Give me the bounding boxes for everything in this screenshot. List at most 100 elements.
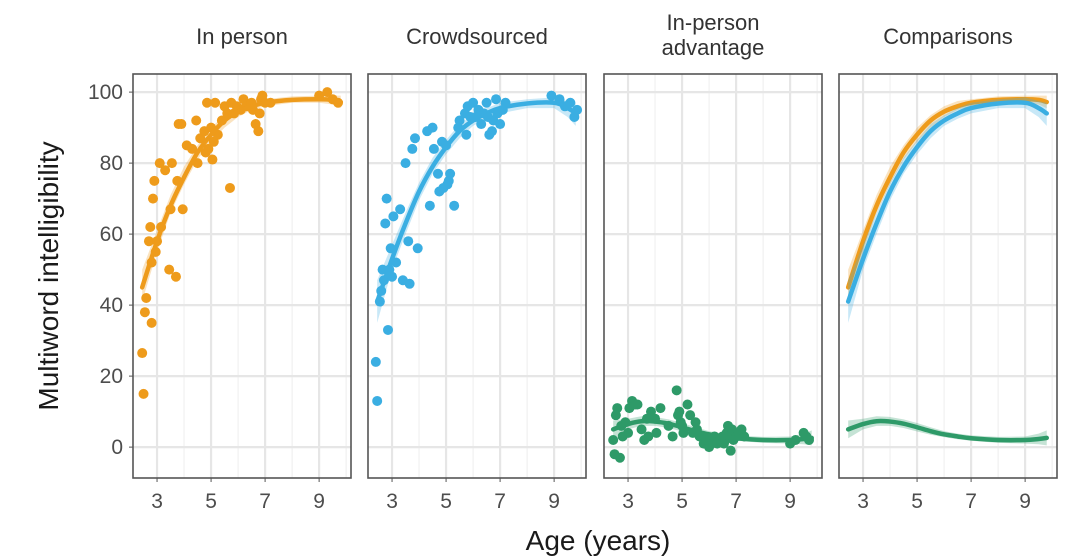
- data-point-in_person: [138, 388, 149, 399]
- data-point-advantage: [725, 445, 736, 456]
- fit-line-in_person: [845, 96, 1049, 290]
- data-point-in_person: [170, 271, 181, 282]
- data-point-in_person: [187, 143, 198, 154]
- panel-border: [603, 73, 823, 479]
- fit-line-in_person: [139, 96, 343, 290]
- data-point-in_person: [146, 317, 157, 328]
- fit-line-advantage: [610, 418, 814, 443]
- y-tick-label: 80: [100, 152, 123, 175]
- data-point-crowdsourced: [380, 218, 391, 229]
- y-tick-label: 20: [100, 365, 123, 388]
- x-tick-label: 9: [1019, 490, 1031, 513]
- x-tick-label: 7: [259, 490, 271, 513]
- x-tick-label: 9: [784, 490, 796, 513]
- data-point-crowdsourced: [461, 129, 472, 140]
- data-point-crowdsourced: [372, 395, 383, 406]
- data-point-advantage: [632, 399, 643, 410]
- data-point-crowdsourced: [432, 168, 443, 179]
- data-point-advantage: [614, 452, 625, 463]
- data-point-crowdsourced: [400, 158, 411, 169]
- data-point-crowdsourced: [454, 115, 465, 126]
- data-point-in_person: [141, 293, 152, 304]
- data-point-crowdsourced: [424, 200, 435, 211]
- data-point-advantage: [636, 424, 647, 435]
- x-tick-label: 9: [313, 490, 325, 513]
- data-point-in_person: [147, 193, 158, 204]
- data-point-crowdsourced: [410, 133, 421, 144]
- data-point-advantage: [608, 435, 619, 446]
- panel-border: [132, 73, 352, 479]
- data-point-in_person: [137, 348, 148, 359]
- data-point-crowdsourced: [468, 97, 479, 108]
- x-tick-label: 7: [965, 490, 977, 513]
- y-tick-label: 0: [111, 436, 123, 459]
- y-axis-title: Multiword intelligibility: [33, 141, 64, 410]
- panel-4: Comparisons 3 5 7 9: [838, 24, 1058, 513]
- data-point-advantage: [682, 399, 693, 410]
- data-point-in_person: [207, 154, 218, 165]
- fit-line-advantage: [845, 418, 1049, 443]
- data-point-crowdsourced: [445, 168, 456, 179]
- x-tick-label: 3: [857, 490, 869, 513]
- panel-1: In person 3 5 7 9: [132, 24, 352, 513]
- x-tick-label: 3: [151, 490, 163, 513]
- panel-2: Crowdsourced 3 5 7 9: [367, 24, 587, 513]
- data-point-advantage: [612, 403, 623, 414]
- data-point-advantage: [655, 403, 666, 414]
- data-point-crowdsourced: [382, 324, 393, 335]
- data-point-advantage: [674, 406, 685, 417]
- data-point-crowdsourced: [481, 97, 492, 108]
- data-point-crowdsourced: [427, 122, 438, 133]
- data-point-crowdsourced: [412, 243, 423, 254]
- data-point-advantage: [651, 427, 662, 438]
- data-point-in_person: [143, 236, 154, 247]
- data-point-crowdsourced: [428, 143, 439, 154]
- x-tick-label: 5: [911, 490, 923, 513]
- data-point-in_person: [224, 182, 235, 193]
- data-point-crowdsourced: [387, 271, 398, 282]
- x-tick-label: 7: [730, 490, 742, 513]
- fit-line-crowdsourced: [374, 100, 578, 304]
- data-point-in_person: [322, 87, 333, 98]
- data-point-in_person: [164, 264, 175, 275]
- data-point-in_person: [149, 175, 160, 186]
- panel-background: [839, 74, 1057, 478]
- data-point-crowdsourced: [546, 90, 557, 101]
- data-point-advantage: [685, 410, 696, 421]
- y-tick-label: 100: [88, 81, 123, 104]
- x-axis-title: Age (years): [526, 525, 671, 556]
- data-point-crowdsourced: [486, 126, 497, 137]
- data-point-in_person: [160, 165, 171, 176]
- x-tick-label: 5: [205, 490, 217, 513]
- x-tick-label: 5: [676, 490, 688, 513]
- data-point-in_person: [145, 222, 156, 233]
- data-point-crowdsourced: [565, 97, 576, 108]
- data-point-in_person: [202, 97, 213, 108]
- data-point-advantage: [643, 431, 654, 442]
- data-point-crowdsourced: [491, 94, 502, 105]
- data-point-crowdsourced: [407, 143, 418, 154]
- data-point-crowdsourced: [395, 204, 406, 215]
- data-point-in_person: [154, 158, 165, 169]
- data-point-crowdsourced: [495, 119, 506, 130]
- data-point-in_person: [177, 204, 188, 215]
- data-point-in_person: [166, 158, 177, 169]
- data-point-in_person: [253, 126, 264, 137]
- data-point-in_person: [203, 143, 214, 154]
- data-point-in_person: [210, 97, 221, 108]
- data-point-advantage: [667, 431, 678, 442]
- x-tick-label: 3: [386, 490, 398, 513]
- y-tick-label: 40: [100, 294, 123, 317]
- x-tick-label: 7: [494, 490, 506, 513]
- data-point-advantage: [671, 385, 682, 396]
- data-point-crowdsourced: [381, 193, 392, 204]
- data-point-in_person: [139, 307, 150, 318]
- data-point-in_person: [254, 108, 265, 119]
- data-point-crowdsourced: [404, 278, 415, 289]
- y-axis-ticks: 0 20 40 60 80 100: [88, 81, 133, 459]
- panel-title-line: advantage: [662, 35, 765, 60]
- data-point-in_person: [191, 115, 202, 126]
- panel-border: [367, 73, 587, 479]
